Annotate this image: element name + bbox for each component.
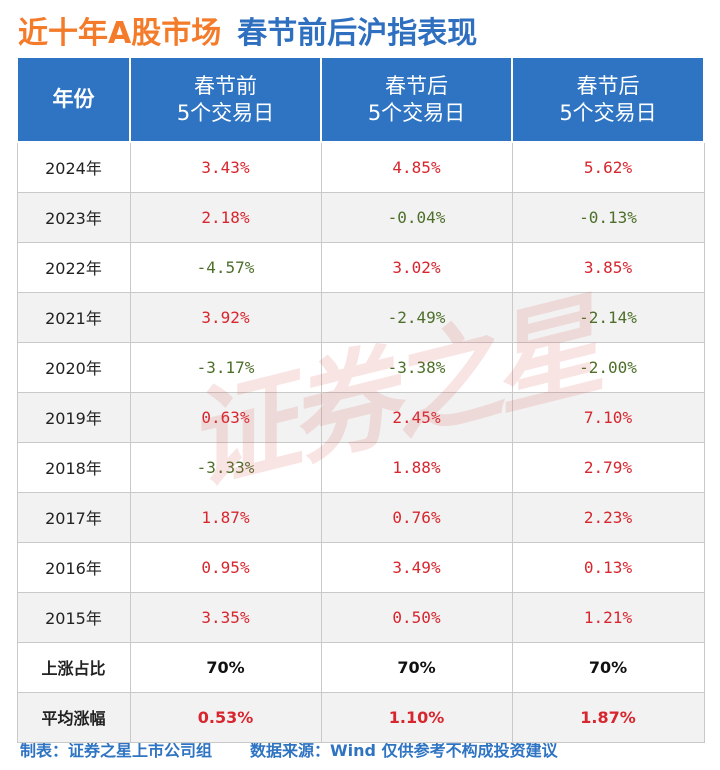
avg-change-row: 平均涨幅 0.53% 1.10% 1.87% [16, 691, 705, 743]
year-cell: 2015年 [16, 591, 131, 643]
header-post-festival-b: 春节后 5个交易日 [511, 58, 705, 143]
up-ratio-row: 上涨占比 70% 70% 70% [16, 641, 705, 693]
title-part-market: 近十年A股市场 [18, 16, 222, 51]
avg-change-cell: 1.87% [511, 691, 705, 743]
value-cell: 0.76% [320, 491, 513, 543]
footer-note: 制表：证券之星上市公司组 数据来源：Wind 仅供参考不构成投资建议 [20, 737, 710, 761]
avg-change-cell: 1.10% [320, 691, 513, 743]
year-cell: 2017年 [16, 491, 131, 543]
avg-change-cell: 0.53% [129, 691, 322, 743]
value-cell: 3.92% [129, 291, 322, 343]
value-cell: 2.23% [511, 491, 705, 543]
value-cell: -4.57% [129, 241, 322, 293]
value-cell: 1.88% [320, 441, 513, 493]
year-cell: 2022年 [16, 241, 131, 293]
year-cell: 2024年 [16, 141, 131, 193]
table-row: 2018年 -3.33% 1.88% 2.79% [16, 441, 705, 493]
value-cell: 0.13% [511, 541, 705, 593]
performance-table: 年份 春节前 5个交易日 春节后 5个交易日 春节后 5个交易日 2024年 3.43%… [16, 58, 705, 743]
table-row: 2015年 3.35% 0.50% 1.21% [16, 591, 705, 643]
year-cell: 2023年 [16, 191, 131, 243]
value-cell: -2.00% [511, 341, 705, 393]
table-row: 2024年 3.43% 4.85% 5.62% [16, 141, 705, 193]
value-cell: 3.02% [320, 241, 513, 293]
up-ratio-cell: 70% [129, 641, 322, 693]
year-cell: 2018年 [16, 441, 131, 493]
value-cell: 5.62% [511, 141, 705, 193]
value-cell: 2.18% [129, 191, 322, 243]
value-cell: 3.35% [129, 591, 322, 643]
up-ratio-cell: 70% [511, 641, 705, 693]
value-cell: -3.33% [129, 441, 322, 493]
value-cell: -2.49% [320, 291, 513, 343]
value-cell: -3.17% [129, 341, 322, 393]
header-post-festival-a: 春节后 5个交易日 [320, 58, 513, 143]
table-row: 2023年 2.18% -0.04% -0.13% [16, 191, 705, 243]
value-cell: 0.95% [129, 541, 322, 593]
value-cell: 4.85% [320, 141, 513, 193]
footer-source: 数据来源：Wind 仅供参考不构成投资建议 [250, 741, 558, 760]
up-ratio-label: 上涨占比 [16, 641, 131, 693]
page-title: 近十年A股市场 春节前后沪指表现 [18, 8, 477, 52]
table-row: 2020年 -3.17% -3.38% -2.00% [16, 341, 705, 393]
year-cell: 2021年 [16, 291, 131, 343]
footer-author: 制表：证券之星上市公司组 [20, 741, 213, 760]
year-cell: 2020年 [16, 341, 131, 393]
value-cell: 2.79% [511, 441, 705, 493]
header-year: 年份 [16, 58, 131, 143]
avg-change-label: 平均涨幅 [16, 691, 131, 743]
table-row: 2021年 3.92% -2.49% -2.14% [16, 291, 705, 343]
table-row: 2019年 0.63% 2.45% 7.10% [16, 391, 705, 443]
value-cell: 2.45% [320, 391, 513, 443]
title-part-topic: 春节前后沪指表现 [237, 16, 478, 51]
value-cell: -2.14% [511, 291, 705, 343]
table-row: 2017年 1.87% 0.76% 2.23% [16, 491, 705, 543]
value-cell: -0.13% [511, 191, 705, 243]
up-ratio-cell: 70% [320, 641, 513, 693]
value-cell: 3.85% [511, 241, 705, 293]
value-cell: 1.21% [511, 591, 705, 643]
year-cell: 2019年 [16, 391, 131, 443]
value-cell: -0.04% [320, 191, 513, 243]
value-cell: 7.10% [511, 391, 705, 443]
value-cell: 3.43% [129, 141, 322, 193]
year-cell: 2016年 [16, 541, 131, 593]
value-cell: 1.87% [129, 491, 322, 543]
value-cell: 0.63% [129, 391, 322, 443]
header-pre-festival: 春节前 5个交易日 [129, 58, 322, 143]
table-header-row: 年份 春节前 5个交易日 春节后 5个交易日 春节后 5个交易日 [16, 58, 705, 143]
value-cell: -3.38% [320, 341, 513, 393]
value-cell: 3.49% [320, 541, 513, 593]
table-row: 2016年 0.95% 3.49% 0.13% [16, 541, 705, 593]
value-cell: 0.50% [320, 591, 513, 643]
table-row: 2022年 -4.57% 3.02% 3.85% [16, 241, 705, 293]
